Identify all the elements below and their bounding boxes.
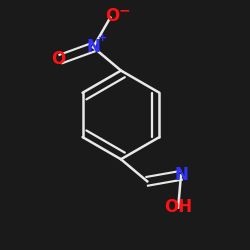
Text: O: O [51,50,65,68]
Text: −: − [118,4,130,18]
Text: +: + [98,33,107,43]
Text: N: N [174,166,188,184]
Text: OH: OH [164,198,192,216]
Text: N: N [86,38,100,56]
Text: O: O [105,6,120,25]
